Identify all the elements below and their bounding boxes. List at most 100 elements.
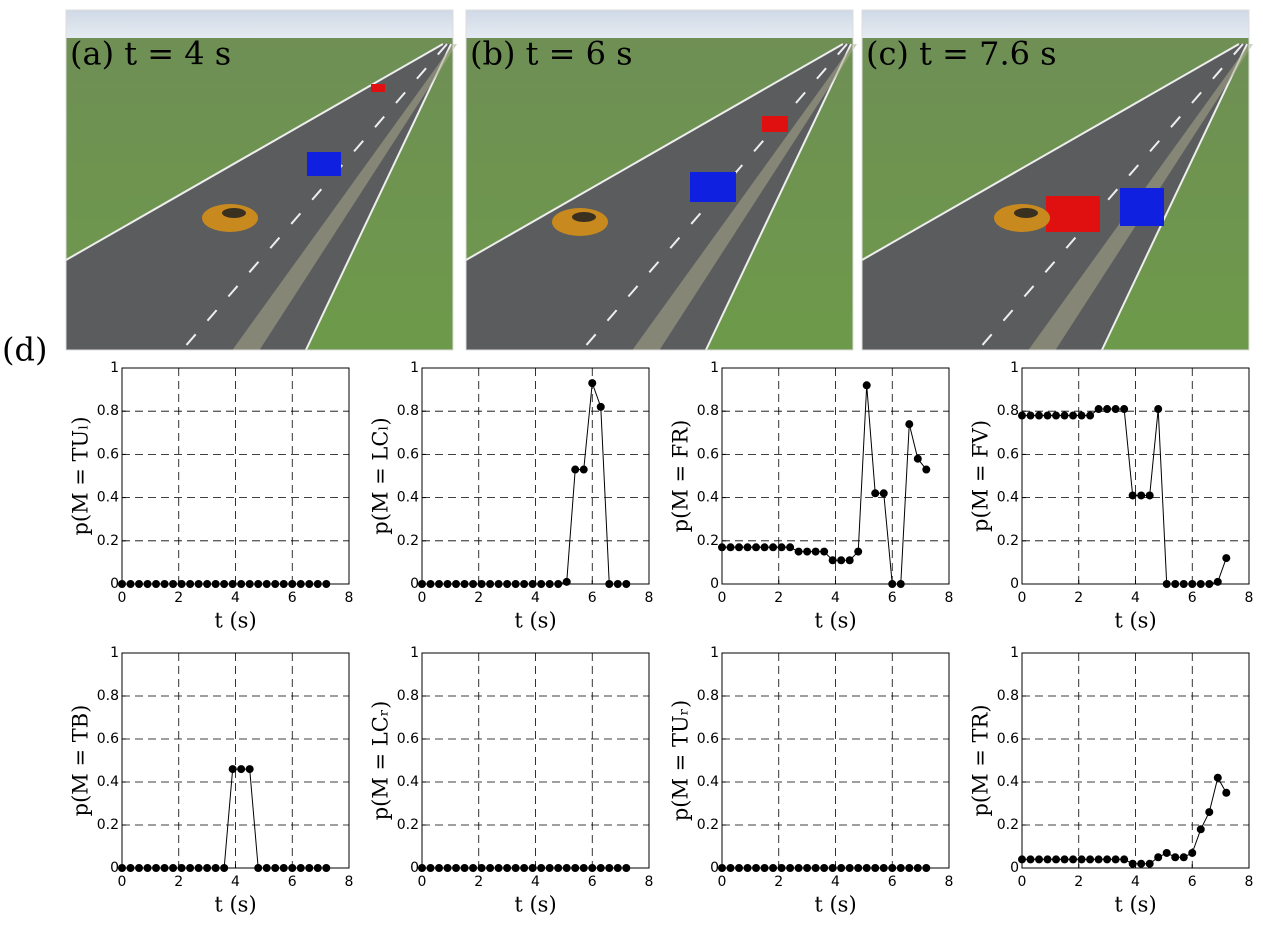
vehicle-blue (307, 152, 341, 176)
data-point (1103, 405, 1112, 414)
data-point (760, 864, 769, 872)
data-point (794, 864, 803, 872)
data-point (913, 454, 922, 463)
data-point (1103, 855, 1112, 864)
data-point (1086, 855, 1095, 864)
data-point (186, 864, 195, 872)
car (202, 204, 258, 232)
data-point (511, 864, 520, 872)
frame (65, 9, 454, 351)
data-point (1188, 580, 1197, 588)
data-point (1154, 853, 1163, 862)
x-tick-label: 2 (174, 874, 183, 890)
data-point (305, 864, 314, 872)
y-tick-label: 1 (1010, 360, 1019, 376)
x-tick-label: 8 (345, 874, 354, 890)
y-tick-label: 0.8 (997, 403, 1019, 419)
y-tick-label: 0.8 (97, 403, 119, 419)
vehicle-blue (1120, 188, 1164, 226)
x-tick-label: 4 (231, 590, 240, 606)
y-tick-label: 0 (410, 576, 419, 592)
y-tick-label: 0.2 (97, 533, 119, 549)
data-point (726, 543, 735, 552)
data-point (605, 864, 614, 872)
data-point (735, 543, 744, 552)
data-point (613, 580, 622, 588)
data-point (426, 864, 435, 872)
data-point (435, 580, 444, 588)
data-point (418, 580, 426, 588)
data-point (254, 580, 263, 588)
data-point (1188, 848, 1197, 857)
data-point (1086, 411, 1095, 420)
data-point (203, 580, 212, 588)
data-point (426, 580, 435, 588)
vehicle-red (762, 116, 788, 132)
data-point (562, 577, 571, 586)
x-tick-label: 4 (1131, 874, 1140, 890)
x-tick-label: 2 (474, 874, 483, 890)
data-point (486, 580, 495, 588)
data-point (1035, 855, 1044, 864)
data-point (888, 580, 897, 588)
y-axis-label: p(M = FV) (969, 420, 993, 532)
data-point (1171, 580, 1180, 588)
data-point (1128, 491, 1137, 500)
data-point (803, 864, 812, 872)
chart: 0 0.2 0.4 0.6 0.8 1 0 2 4 6 8 t (s) p(M = TR) (969, 645, 1254, 917)
data-point (211, 580, 220, 588)
x-tick-label: 6 (288, 874, 297, 890)
data-point (443, 864, 452, 872)
x-tick-label: 0 (718, 590, 727, 606)
data-point (528, 580, 537, 588)
data-point (1154, 405, 1163, 414)
data-point (494, 864, 503, 872)
data-point (1196, 825, 1205, 834)
data-point (588, 379, 597, 388)
road-edge (705, 43, 852, 351)
data-point (905, 864, 914, 872)
data-point (203, 864, 212, 872)
x-tick-label: 8 (1245, 874, 1254, 890)
data-point (220, 580, 229, 588)
data-point (837, 556, 846, 565)
x-axis-label: t (s) (214, 609, 256, 633)
y-tick-label: 0.8 (97, 688, 119, 704)
car-window (572, 212, 596, 222)
data-point (418, 864, 426, 872)
data-point (896, 864, 905, 872)
data-point (718, 864, 726, 872)
y-tick-label: 1 (410, 360, 419, 376)
x-axis-label: t (s) (1114, 893, 1156, 917)
road (466, 44, 851, 350)
x-tick-label: 6 (588, 590, 597, 606)
y-tick-label: 0.8 (697, 688, 719, 704)
data-point (879, 489, 888, 498)
y-tick-label: 0.6 (997, 731, 1019, 747)
x-tick-label: 4 (531, 590, 540, 606)
lane-mark (977, 43, 1244, 351)
data-point (135, 864, 144, 872)
x-axis-label: t (s) (214, 893, 256, 917)
x-tick-label: 2 (1074, 874, 1083, 890)
x-axis-label: t (s) (514, 609, 556, 633)
data-point (1060, 855, 1069, 864)
data-point (186, 580, 195, 588)
x-tick-label: 4 (531, 874, 540, 890)
vehicle-blue (690, 172, 736, 202)
chart: 0 0.2 0.4 0.6 0.8 1 0 2 4 6 8 t (s) p(M = TUᵣ) (669, 645, 954, 917)
y-tick-label: 1 (410, 645, 419, 661)
data-point (1145, 859, 1154, 868)
data-point (1043, 855, 1052, 864)
data-point (271, 864, 280, 872)
data-point (143, 864, 152, 872)
y-tick-label: 0 (110, 576, 119, 592)
sky (66, 10, 453, 40)
data-point (254, 864, 263, 872)
y-axis-label: p(M = TUₗ) (69, 416, 93, 535)
x-tick-label: 0 (418, 590, 427, 606)
data-point (545, 580, 554, 588)
data-point (1205, 580, 1214, 588)
data-point (1213, 577, 1222, 586)
